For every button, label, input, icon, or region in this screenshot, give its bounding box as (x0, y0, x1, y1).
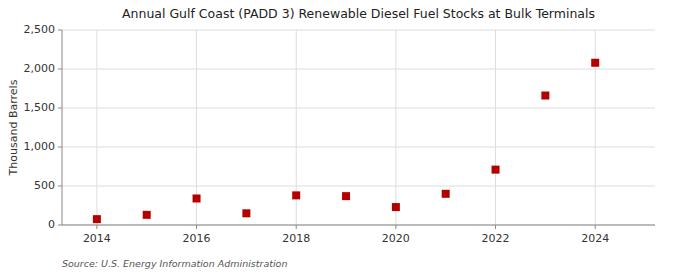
y-axis-label: Thousand Barrels (7, 79, 20, 176)
y-tick-label: 2,500 (24, 23, 56, 36)
y-tick (58, 147, 62, 148)
y-grid-line (62, 69, 655, 70)
grid (62, 30, 655, 225)
y-tick-label: 1,500 (24, 101, 56, 114)
y-grid-line (62, 30, 655, 31)
x-tick-label: 2022 (482, 232, 510, 245)
point (292, 191, 300, 199)
point (242, 209, 250, 217)
y-tick-label: 2,000 (24, 62, 56, 75)
x-tick (96, 225, 97, 229)
x-tick (595, 225, 596, 229)
y-grid-line (62, 108, 655, 109)
x-tick-label: 2018 (282, 232, 310, 245)
point (342, 192, 350, 200)
point (392, 203, 400, 211)
x-tick-label: 2016 (183, 232, 211, 245)
x-tick (196, 225, 197, 229)
y-tick (58, 108, 62, 109)
ticks: 0 500 1,000 1,500 2,000 2,500 2014 2016 2018 2020… (24, 23, 610, 245)
x-tick (395, 225, 396, 229)
point (93, 215, 101, 223)
y-grid-line (62, 225, 655, 226)
y-tick (58, 69, 62, 70)
points (93, 59, 599, 223)
y-grid-line (62, 147, 655, 148)
x-axis-line (62, 225, 655, 226)
y-tick-label: 500 (34, 179, 55, 192)
y-tick-label: 0 (48, 218, 55, 231)
point (143, 211, 151, 219)
y-tick (58, 225, 62, 226)
chart: 0 500 1,000 1,500 2,000 2,500 2014 2016 2018 2020… (0, 0, 675, 275)
x-tick-label: 2020 (382, 232, 410, 245)
x-grid-line (96, 30, 97, 225)
y-axis-line (62, 30, 63, 225)
y-tick-label: 1,000 (24, 140, 56, 153)
y-tick (58, 186, 62, 187)
point (591, 59, 599, 67)
y-grid-line (62, 186, 655, 187)
x-tick-label: 2024 (581, 232, 609, 245)
point (193, 194, 201, 202)
x-tick (296, 225, 297, 229)
x-grid-line (395, 30, 396, 225)
title: Annual Gulf Coast (PADD 3) Renewable Die… (122, 6, 595, 21)
x-tick (495, 225, 496, 229)
point (541, 92, 549, 100)
y-tick (58, 30, 62, 31)
source-note: Source: U.S. Energy Information Administ… (62, 258, 287, 269)
x-tick-label: 2014 (83, 232, 111, 245)
x-grid-line (495, 30, 496, 225)
point (442, 190, 450, 198)
point (492, 166, 500, 174)
